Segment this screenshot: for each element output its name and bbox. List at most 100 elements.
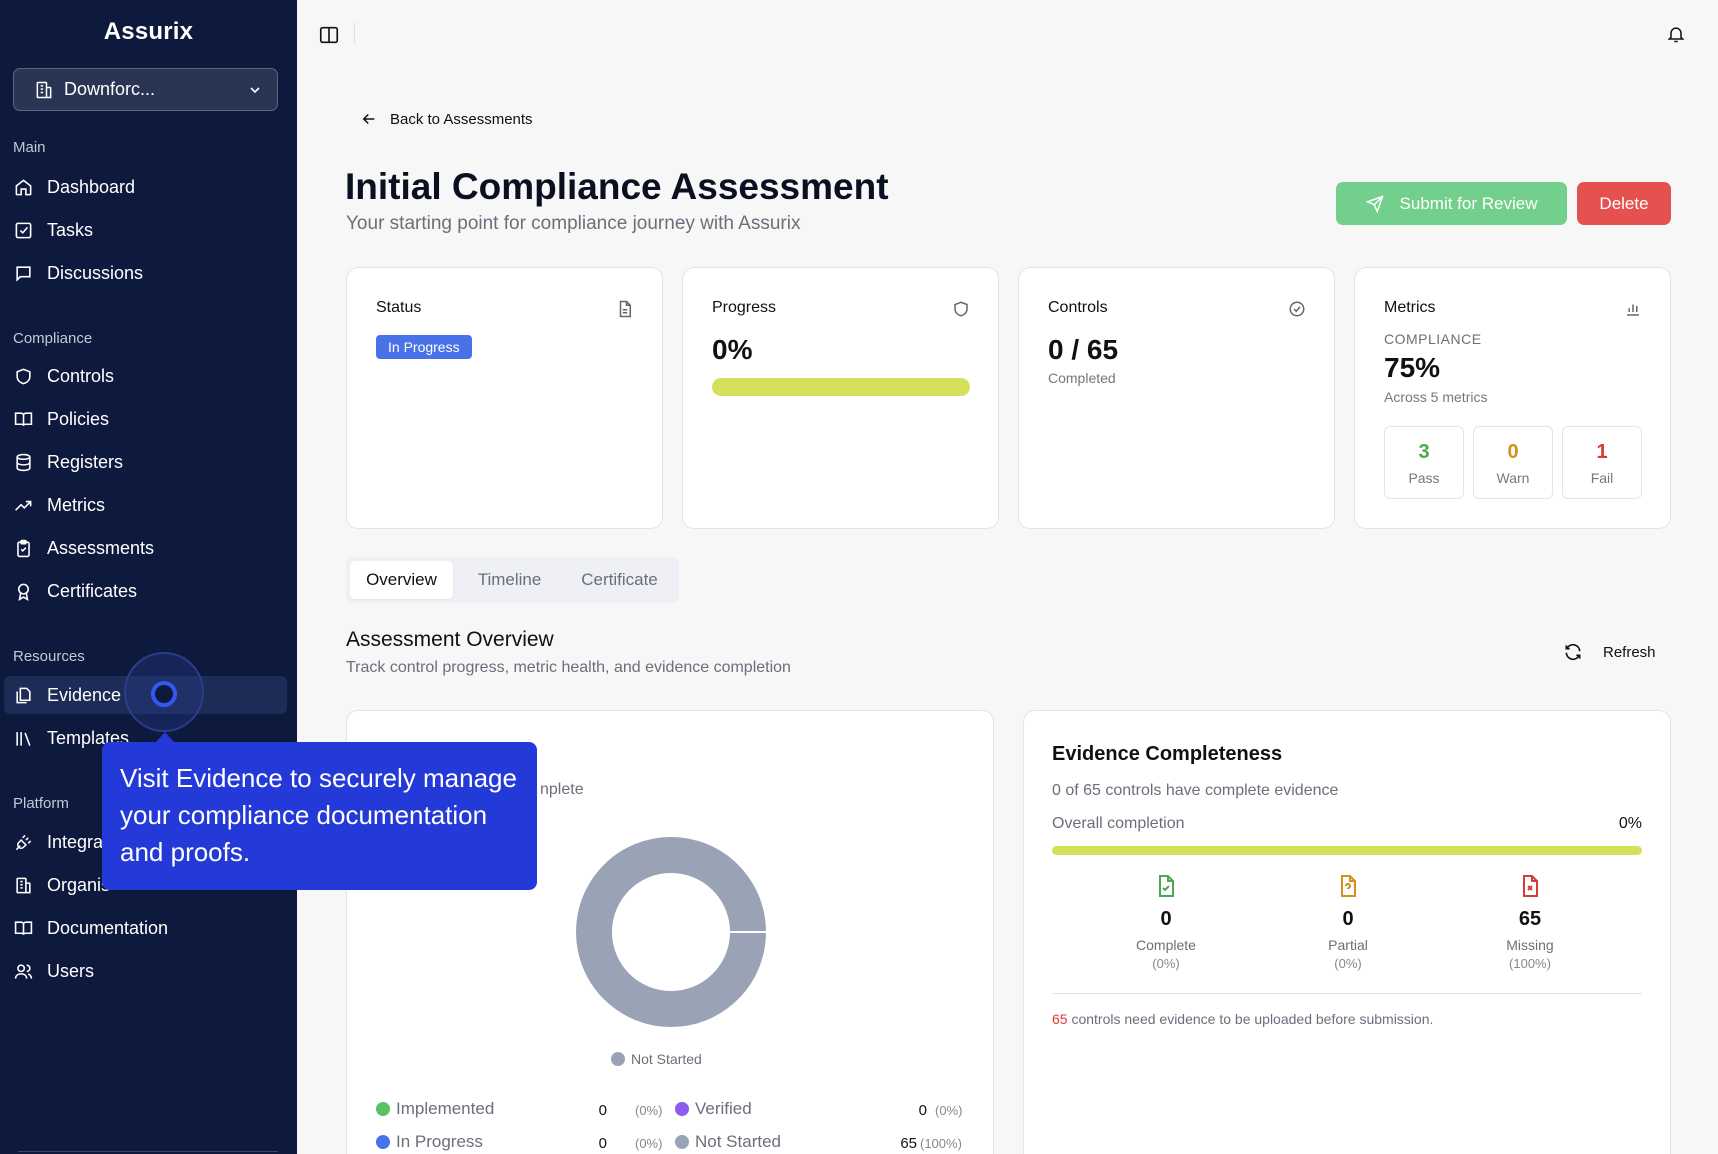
partial-count: 0 — [1342, 908, 1354, 930]
refresh-button[interactable]: Refresh — [1563, 642, 1656, 662]
sidebar-item-label: Integra — [47, 831, 104, 852]
clipboard-icon — [13, 538, 33, 558]
controls-card: Controls 0 / 65 Completed — [1018, 267, 1335, 529]
missing-count: 65 — [1518, 908, 1542, 930]
sidebar-item-label: Evidence — [47, 684, 122, 705]
overview-title: Assessment Overview — [346, 628, 554, 651]
legend-dot — [376, 1135, 390, 1149]
evidence-partial: 0 Partial (0%) — [1278, 874, 1418, 971]
progress-card: Progress 0% — [682, 267, 999, 529]
library-icon — [13, 728, 33, 748]
sidebar-item-label: Policies — [47, 408, 110, 429]
sidebar-item-tasks[interactable]: Tasks — [4, 211, 287, 249]
file-x-icon — [1518, 874, 1542, 898]
warn-label: Warn — [1496, 470, 1530, 486]
sidebar-toggle-icon[interactable] — [318, 24, 340, 46]
section-label-resources: Resources — [13, 648, 85, 665]
sidebar-item-policies[interactable]: Policies — [4, 400, 287, 438]
book-icon — [13, 918, 33, 938]
evidence-subtitle: 0 of 65 controls have complete evidence — [1052, 782, 1339, 799]
org-selector[interactable]: Downforc... — [13, 68, 278, 111]
home-icon — [13, 177, 33, 197]
bell-icon[interactable] — [1666, 24, 1686, 44]
stat-label: Not Started — [695, 1132, 781, 1151]
message-icon — [13, 263, 33, 283]
evidence-note: 65 controls need evidence to be uploaded… — [1052, 1011, 1433, 1027]
sidebar-item-label: Assessments — [47, 537, 155, 558]
sidebar-item-integrations[interactable]: Integra — [4, 823, 287, 861]
stat-implemented: Implemented — [376, 1099, 494, 1119]
delete-button[interactable]: Delete — [1577, 182, 1671, 225]
evidence-missing: 65 Missing (100%) — [1460, 874, 1600, 971]
sidebar-item-organisation[interactable]: Organis — [4, 866, 287, 904]
back-to-assessments-link[interactable]: Back to Assessments — [360, 110, 533, 128]
metrics-caption: COMPLIANCE — [1384, 331, 1482, 347]
files-icon — [13, 685, 33, 705]
card-label: Controls — [1048, 299, 1108, 316]
controls-sub: Completed — [1048, 370, 1116, 386]
sidebar-item-discussions[interactable]: Discussions — [4, 254, 287, 292]
metric-pass: 3 Pass — [1384, 426, 1464, 499]
sidebar-item-label: Users — [47, 960, 95, 981]
tab-certificate[interactable]: Certificate — [581, 570, 658, 589]
partial-pct: (0%) — [1334, 956, 1362, 971]
tab-overview[interactable]: Overview — [350, 561, 453, 599]
check-square-icon — [13, 220, 33, 240]
donut-legend: Not Started — [611, 1051, 702, 1067]
complete-count: 0 — [1160, 908, 1172, 930]
card-label: Metrics — [1384, 299, 1436, 316]
metrics-sub: Across 5 metrics — [1384, 389, 1488, 405]
stat-verified: Verified — [675, 1099, 752, 1119]
stat-label: Verified — [695, 1099, 752, 1118]
panel-subtitle-partial: nplete — [540, 781, 584, 798]
stat-value: 0 — [598, 1135, 607, 1152]
status-card: Status In Progress — [346, 267, 663, 529]
overall-completion-value: 0% — [1618, 815, 1642, 832]
pass-label: Pass — [1408, 470, 1440, 486]
progress-value: 0% — [712, 334, 753, 365]
status-donut-chart — [576, 837, 767, 1027]
tour-hotspot[interactable] — [151, 681, 177, 707]
submit-for-review-button[interactable]: Submit for Review — [1336, 182, 1567, 225]
sidebar-item-dashboard[interactable]: Dashboard — [4, 168, 287, 206]
donut-segment-not-started — [576, 837, 766, 1027]
shield-icon — [13, 366, 33, 386]
complete-pct: (0%) — [1152, 956, 1180, 971]
sidebar-item-label: Controls — [47, 365, 115, 386]
topbar-divider — [354, 22, 355, 44]
refresh-icon — [1563, 642, 1583, 662]
missing-pct: (100%) — [1509, 956, 1551, 971]
sidebar-item-controls[interactable]: Controls — [4, 357, 287, 395]
partial-label: Partial — [1328, 937, 1368, 953]
section-label-main: Main — [13, 139, 46, 156]
evidence-divider — [1052, 993, 1642, 994]
shield-icon — [952, 300, 970, 318]
document-icon — [616, 300, 634, 318]
file-question-icon — [1336, 874, 1360, 898]
sidebar-item-metrics[interactable]: Metrics — [4, 486, 287, 524]
evidence-note-count: 65 — [1052, 1011, 1068, 1027]
legend-dot — [611, 1052, 625, 1066]
sidebar-item-label: Certificates — [47, 580, 138, 601]
tab-bar: Overview Timeline Certificate — [346, 557, 679, 603]
tooltip-arrow — [155, 732, 175, 743]
legend-dot — [376, 1102, 390, 1116]
sidebar-item-label: Documentation — [47, 917, 169, 938]
legend-dot — [675, 1102, 689, 1116]
stat-in-progress: In Progress — [376, 1132, 483, 1152]
sidebar-item-documentation[interactable]: Documentation — [4, 909, 287, 947]
sidebar: Assurix Downforc... Main Dashboard Tasks… — [0, 0, 297, 1154]
section-label-platform: Platform — [13, 795, 69, 812]
metric-fail: 1 Fail — [1562, 426, 1642, 499]
stat-not-started: Not Started — [675, 1132, 781, 1152]
sidebar-item-users[interactable]: Users — [4, 952, 287, 990]
sidebar-item-registers[interactable]: Registers — [4, 443, 287, 481]
building-icon — [34, 80, 54, 100]
progress-bar — [712, 378, 970, 396]
tab-timeline[interactable]: Timeline — [477, 570, 542, 589]
sidebar-item-certificates[interactable]: Certificates — [4, 572, 287, 610]
org-name: Downforc... — [64, 79, 156, 99]
sidebar-item-assessments[interactable]: Assessments — [4, 529, 287, 567]
submit-label: Submit for Review — [1399, 193, 1538, 213]
back-link-label: Back to Assessments — [390, 110, 533, 128]
